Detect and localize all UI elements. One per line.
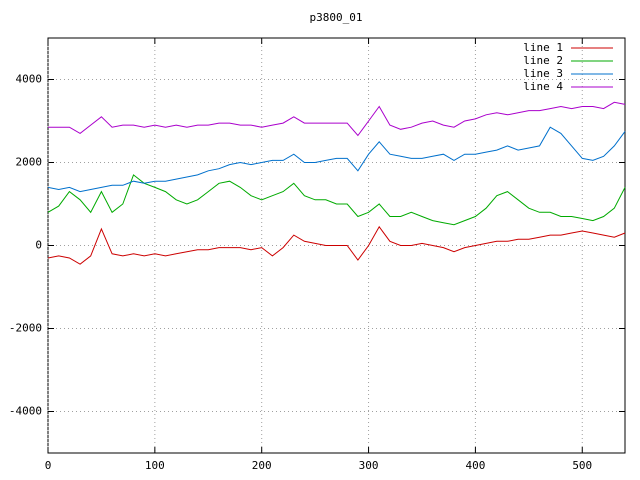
data-line: [48, 101, 626, 137]
x-tick-label: 400: [465, 459, 485, 472]
x-tick-label: 100: [145, 459, 165, 472]
x-tick-label: 0: [45, 459, 52, 472]
y-tick-label: 4000: [16, 73, 43, 86]
x-tick-label: 300: [359, 459, 379, 472]
y-tick-label: -2000: [9, 322, 42, 335]
data-line: [47, 225, 626, 265]
x-tick-label: 500: [572, 459, 592, 472]
y-tick-label: 2000: [16, 156, 43, 169]
y-tick-label: -4000: [9, 405, 42, 418]
chart-title: p3800_01: [310, 11, 363, 24]
legend-label: line 1: [523, 41, 563, 54]
legend-label: line 3: [523, 67, 563, 80]
legend-label: line 4: [523, 80, 563, 93]
x-tick-label: 200: [252, 459, 272, 472]
data-line: [47, 126, 626, 193]
legend-label: line 2: [523, 54, 563, 67]
y-tick-label: 0: [35, 239, 42, 252]
data-line: [47, 174, 626, 226]
